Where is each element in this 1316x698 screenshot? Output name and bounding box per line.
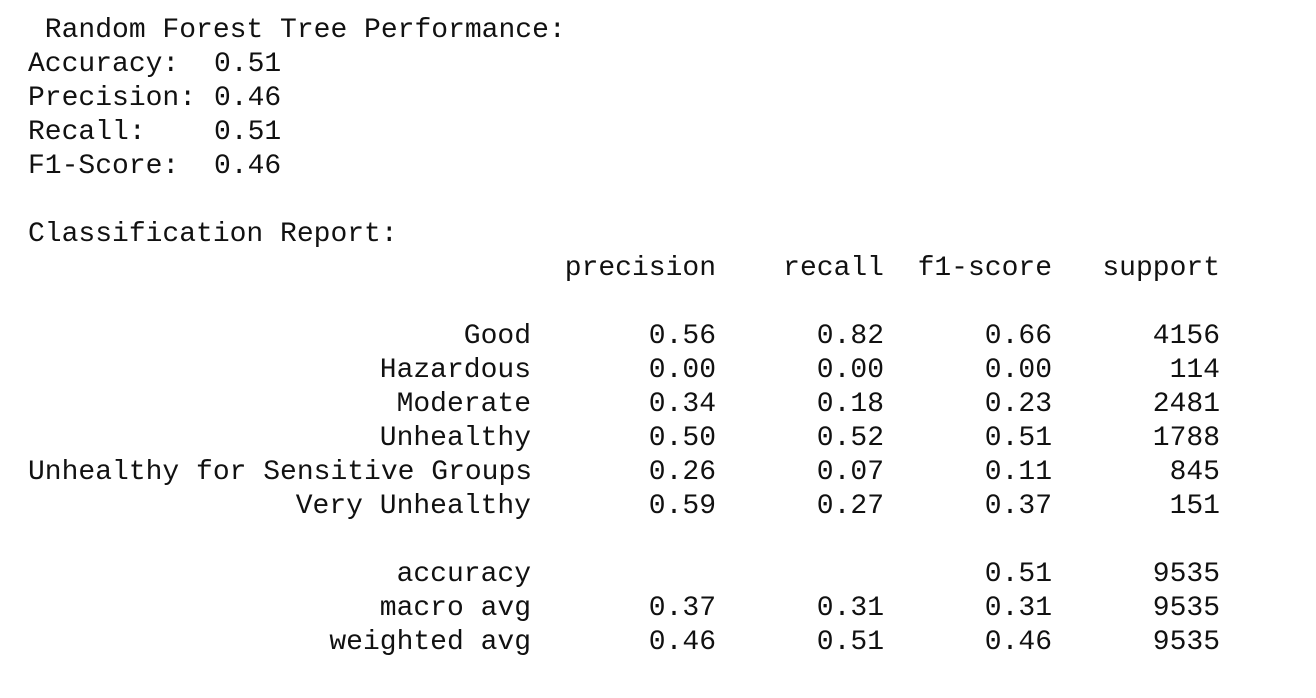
class-row: Good 0.56 0.82 0.66 4156 (28, 320, 1220, 354)
precision-value: 0.59 (648, 491, 716, 522)
metric-row-f1: F1-Score: 0.46 (28, 150, 1220, 184)
metric-label: Accuracy: (28, 49, 180, 80)
support-value: 2481 (1152, 389, 1220, 420)
summary-row-accuracy: accuracy 0.51 9535 (28, 558, 1220, 592)
header-f1-score: f1-score (917, 253, 1052, 284)
recall-value: 0.27 (816, 491, 884, 522)
blank-line (28, 524, 1220, 558)
f1-value: 0.51 (984, 423, 1052, 454)
report-header-row: precision recall f1-score support (28, 252, 1220, 286)
report-title: Classification Report: (28, 219, 398, 250)
support-value: 4156 (1152, 321, 1220, 352)
support-value: 9535 (1152, 627, 1220, 658)
support-value: 9535 (1152, 559, 1220, 590)
metric-label: Precision: (28, 83, 197, 114)
class-row: Hazardous 0.00 0.00 0.00 114 (28, 354, 1220, 388)
metric-row-precision: Precision: 0.46 (28, 82, 1220, 116)
class-row: Moderate 0.34 0.18 0.23 2481 (28, 388, 1220, 422)
f1-value: 0.11 (984, 457, 1052, 488)
class-label: Hazardous (379, 355, 531, 386)
f1-value: 0.23 (984, 389, 1052, 420)
metric-value: 0.51 (214, 117, 282, 148)
class-label: Unhealthy for Sensitive Groups (28, 457, 533, 488)
f1-value: 0.66 (984, 321, 1052, 352)
support-value: 151 (1169, 491, 1220, 522)
precision-value: 0.37 (648, 593, 716, 624)
precision-value: 0.26 (648, 457, 716, 488)
summary-row-macro-avg: macro avg 0.37 0.31 0.31 9535 (28, 592, 1220, 626)
class-row: Unhealthy 0.50 0.52 0.51 1788 (28, 422, 1220, 456)
metric-row-recall: Recall: 0.51 (28, 116, 1220, 150)
f1-value: 0.00 (984, 355, 1052, 386)
header-support: support (1102, 253, 1220, 284)
f1-value: 0.51 (984, 559, 1052, 590)
class-label: Good (463, 321, 531, 352)
summary-label: weighted avg (329, 627, 531, 658)
metric-label: F1-Score: (28, 151, 180, 182)
recall-value: 0.00 (816, 355, 884, 386)
f1-value: 0.37 (984, 491, 1052, 522)
header-recall: recall (783, 253, 884, 284)
recall-value: 0.07 (816, 457, 884, 488)
class-row: Very Unhealthy 0.59 0.27 0.37 151 (28, 490, 1220, 524)
metric-value: 0.46 (214, 151, 282, 182)
precision-value: 0.56 (648, 321, 716, 352)
metric-row-accuracy: Accuracy: 0.51 (28, 48, 1220, 82)
classification-output: Random Forest Tree Performance: Accuracy:… (28, 14, 1220, 660)
support-value: 1788 (1152, 423, 1220, 454)
class-label: Moderate (396, 389, 531, 420)
recall-value: 0.18 (816, 389, 884, 420)
summary-label: macro avg (379, 593, 531, 624)
metric-label: Recall: (28, 117, 146, 148)
performance-title: Random Forest Tree Performance: (28, 15, 566, 46)
f1-value: 0.31 (984, 593, 1052, 624)
summary-label: accuracy (396, 559, 531, 590)
precision-value: 0.50 (648, 423, 716, 454)
blank-line (28, 286, 1220, 320)
f1-value: 0.46 (984, 627, 1052, 658)
summary-row-weighted-avg: weighted avg 0.46 0.51 0.46 9535 (28, 626, 1220, 660)
class-row: Unhealthy for Sensitive Groups 0.26 0.07 0.… (28, 456, 1220, 490)
precision-value: 0.00 (648, 355, 716, 386)
header-precision: precision (564, 253, 716, 284)
precision-value: 0.46 (648, 627, 716, 658)
blank-line (28, 184, 1220, 218)
recall-value: 0.51 (816, 627, 884, 658)
metric-value: 0.46 (214, 83, 282, 114)
class-label: Very Unhealthy (295, 491, 531, 522)
support-value: 114 (1169, 355, 1220, 386)
recall-value: 0.82 (816, 321, 884, 352)
recall-value: 0.31 (816, 593, 884, 624)
support-value: 845 (1169, 457, 1220, 488)
metric-value: 0.51 (214, 49, 282, 80)
support-value: 9535 (1152, 593, 1220, 624)
precision-value: 0.34 (648, 389, 716, 420)
class-label: Unhealthy (379, 423, 531, 454)
recall-value: 0.52 (816, 423, 884, 454)
